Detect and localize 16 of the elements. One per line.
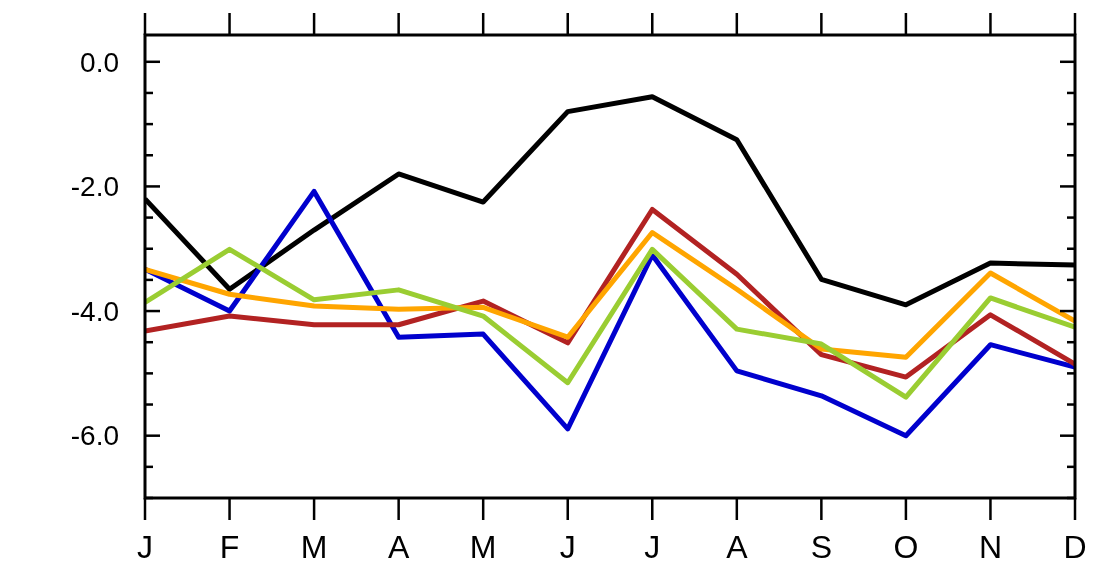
x-tick-label: J — [137, 529, 153, 565]
x-tick-label: J — [559, 529, 576, 565]
x-tick-label: A — [726, 529, 749, 565]
x-tick-label: M — [300, 529, 328, 565]
x-tick-label: D — [1063, 529, 1087, 565]
y-tick-label: 0.0 — [80, 46, 119, 78]
x-tick-label: N — [978, 529, 1003, 565]
y-tick-label: -2.0 — [70, 171, 119, 203]
x-tick-label: J — [644, 529, 661, 565]
x-tick-label: F — [219, 529, 240, 565]
x-tick-label: S — [810, 529, 833, 565]
y-tick-label: -4.0 — [70, 295, 119, 327]
x-tick-label: O — [893, 529, 919, 565]
x-tick-label: A — [387, 529, 410, 565]
y-tick-label: -6.0 — [70, 420, 119, 452]
x-tick-label: M — [469, 529, 497, 565]
